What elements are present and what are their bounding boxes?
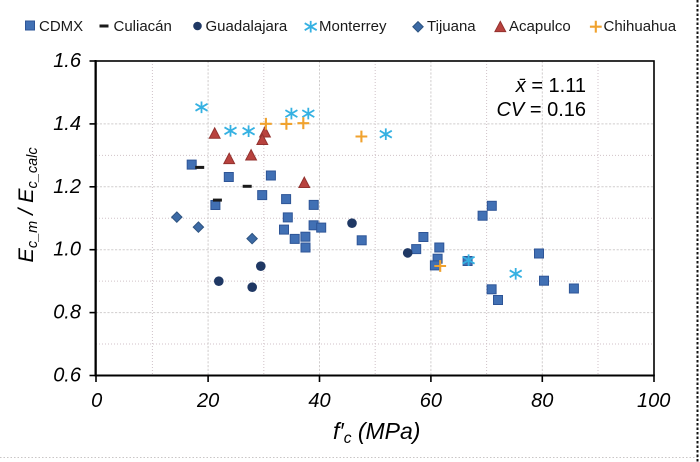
svg-text:60: 60 bbox=[420, 390, 442, 412]
svg-text:Acapulco: Acapulco bbox=[509, 18, 571, 35]
svg-text:100: 100 bbox=[637, 390, 670, 412]
svg-text:20: 20 bbox=[196, 390, 219, 412]
svg-text:1.2: 1.2 bbox=[53, 176, 81, 198]
svg-text:40: 40 bbox=[308, 390, 330, 412]
svg-text:0: 0 bbox=[91, 390, 102, 412]
svg-text:Guadalajara: Guadalajara bbox=[206, 18, 288, 35]
svg-text:80: 80 bbox=[531, 390, 553, 412]
svg-text:f′c (MPa): f′c (MPa) bbox=[333, 418, 420, 447]
svg-text:CV = 0.16: CV = 0.16 bbox=[496, 99, 586, 121]
svg-text:0.8: 0.8 bbox=[53, 302, 81, 324]
svg-text:Chihuahua: Chihuahua bbox=[604, 18, 677, 35]
svg-text:1.4: 1.4 bbox=[53, 113, 81, 135]
svg-text:Culiacán: Culiacán bbox=[114, 18, 172, 35]
svg-text:1.0: 1.0 bbox=[53, 239, 81, 261]
svg-text:x̄ = 1.11: x̄ = 1.11 bbox=[515, 75, 586, 97]
svg-text:Tijuana: Tijuana bbox=[427, 18, 476, 35]
svg-text:Monterrey: Monterrey bbox=[319, 18, 387, 35]
svg-text:Ec_m / Ec_calc: Ec_m / Ec_calc bbox=[14, 147, 41, 263]
svg-text:0.6: 0.6 bbox=[53, 365, 82, 387]
svg-text:1.6: 1.6 bbox=[53, 50, 82, 72]
svg-text:CDMX: CDMX bbox=[39, 18, 83, 35]
